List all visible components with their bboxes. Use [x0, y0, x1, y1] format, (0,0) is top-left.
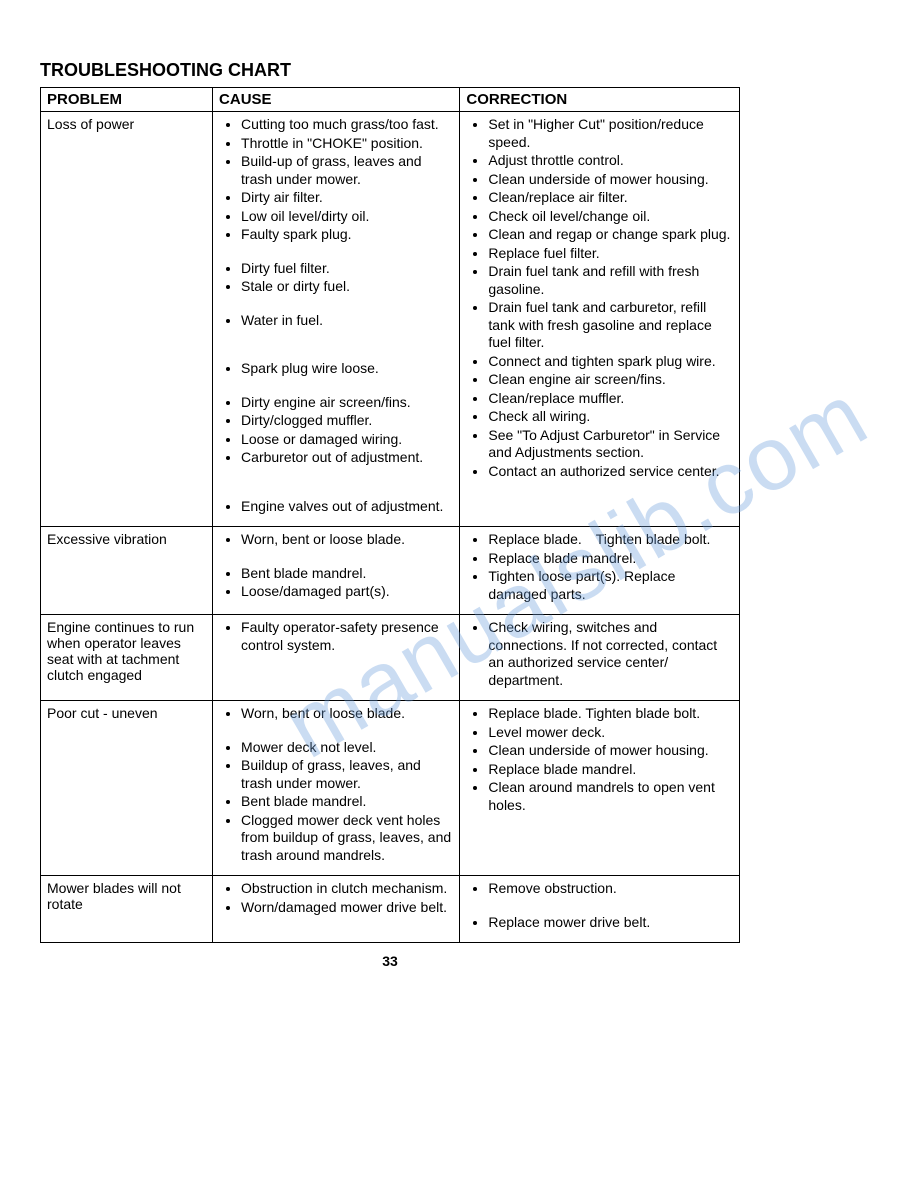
- problem-cell: Loss of power: [41, 112, 213, 527]
- list-item: [241, 468, 453, 482]
- list-item: Level mower deck.: [488, 724, 733, 742]
- list-item: Water in fuel.: [241, 312, 453, 330]
- list-item: Clean engine air screen/fins.: [488, 371, 733, 389]
- table-row: Excessive vibrationWorn, bent or loose b…: [41, 527, 740, 615]
- list-item: Loose or damaged wiring.: [241, 431, 453, 449]
- page-title: TROUBLESHOOTING CHART: [40, 60, 878, 81]
- cause-cell: Faulty operator-safety presence control …: [213, 615, 460, 701]
- header-correction: CORRECTION: [460, 88, 740, 112]
- list-item: [241, 245, 453, 259]
- list-item: Replace blade mandrel.: [488, 550, 733, 568]
- list-item: Replace blade mandrel.: [488, 761, 733, 779]
- list-item: Clean/replace air filter.: [488, 189, 733, 207]
- list-item: Obstruction in clutch mechanism.: [241, 880, 453, 898]
- list-item: Mower deck not level.: [241, 739, 453, 757]
- list-item: Clean around mandrels to open vent holes…: [488, 779, 733, 814]
- list-item: Clogged mower deck vent holes from build…: [241, 812, 453, 865]
- list-item: Engine valves out of adjustment.: [241, 498, 453, 516]
- table-row: Mower blades will not rotateObstruction …: [41, 876, 740, 943]
- list-item: Tighten loose part(s). Replace damaged p…: [488, 568, 733, 603]
- list-item: Dirty/clogged muffler.: [241, 412, 453, 430]
- list-item: [488, 899, 733, 913]
- correction-cell: Check wiring, switches and connections. …: [460, 615, 740, 701]
- list-item: Cutting too much grass/too fast.: [241, 116, 453, 134]
- page-number: 33: [40, 953, 740, 969]
- list-item: [241, 379, 453, 393]
- list-item: Contact an authorized service center.: [488, 463, 733, 481]
- list-item: Check wiring, switches and connections. …: [488, 619, 733, 689]
- troubleshooting-table: PROBLEM CAUSE CORRECTION Loss of powerCu…: [40, 87, 740, 943]
- cause-cell: Worn, bent or loose blade. Mower deck no…: [213, 701, 460, 876]
- list-item: Bent blade mandrel.: [241, 565, 453, 583]
- list-item: Drain fuel tank and carburetor, refill t…: [488, 299, 733, 352]
- list-item: [241, 550, 453, 564]
- list-item: Throttle in "CHOKE" position.: [241, 135, 453, 153]
- table-row: Loss of powerCutting too much grass/too …: [41, 112, 740, 527]
- cause-cell: Obstruction in clutch mechanism.Worn/dam…: [213, 876, 460, 943]
- list-item: [241, 483, 453, 497]
- list-item: Replace blade. Tighten blade bolt.: [488, 531, 733, 549]
- list-item: Dirty fuel filter.: [241, 260, 453, 278]
- list-item: Worn, bent or loose blade.: [241, 705, 453, 723]
- list-item: Spark plug wire loose.: [241, 360, 453, 378]
- list-item: Replace fuel filter.: [488, 245, 733, 263]
- problem-cell: Poor cut - uneven: [41, 701, 213, 876]
- header-cause: CAUSE: [213, 88, 460, 112]
- problem-cell: Excessive vibration: [41, 527, 213, 615]
- list-item: [241, 330, 453, 344]
- list-item: Clean underside of mower housing.: [488, 171, 733, 189]
- cause-cell: Cutting too much grass/too fast.Throttle…: [213, 112, 460, 527]
- list-item: Clean underside of mower housing.: [488, 742, 733, 760]
- list-item: Check oil level/change oil.: [488, 208, 733, 226]
- list-item: Replace blade. Tighten blade bolt.: [488, 705, 733, 723]
- list-item: Clean and regap or change spark plug.: [488, 226, 733, 244]
- problem-cell: Mower blades will not rotate: [41, 876, 213, 943]
- list-item: Clean/replace muffler.: [488, 390, 733, 408]
- cause-cell: Worn, bent or loose blade. Bent blade ma…: [213, 527, 460, 615]
- list-item: Drain fuel tank and refill with fresh ga…: [488, 263, 733, 298]
- correction-cell: Replace blade. Tighten blade bolt.Replac…: [460, 527, 740, 615]
- list-item: Replace mower drive belt.: [488, 914, 733, 932]
- list-item: Adjust throttle control.: [488, 152, 733, 170]
- list-item: Bent blade mandrel.: [241, 793, 453, 811]
- list-item: Remove obstruction.: [488, 880, 733, 898]
- list-item: See "To Adjust Carburetor" in Service an…: [488, 427, 733, 462]
- correction-cell: Remove obstruction. Replace mower drive …: [460, 876, 740, 943]
- table-row: Poor cut - unevenWorn, bent or loose bla…: [41, 701, 740, 876]
- list-item: [241, 345, 453, 359]
- correction-cell: Replace blade. Tighten blade bolt.Level …: [460, 701, 740, 876]
- list-item: Dirty engine air screen/fins.: [241, 394, 453, 412]
- list-item: Connect and tighten spark plug wire.: [488, 353, 733, 371]
- table-header-row: PROBLEM CAUSE CORRECTION: [41, 88, 740, 112]
- correction-cell: Set in "Higher Cut" position/reduce spee…: [460, 112, 740, 527]
- header-problem: PROBLEM: [41, 88, 213, 112]
- list-item: Low oil level/dirty oil.: [241, 208, 453, 226]
- list-item: Carburetor out of adjustment.: [241, 449, 453, 467]
- list-item: Faulty operator-safety presence control …: [241, 619, 453, 654]
- list-item: Loose/damaged part(s).: [241, 583, 453, 601]
- table-row: Engine continues to run when operator le…: [41, 615, 740, 701]
- list-item: Worn, bent or loose blade.: [241, 531, 453, 549]
- problem-cell: Engine continues to run when operator le…: [41, 615, 213, 701]
- list-item: Dirty air filter.: [241, 189, 453, 207]
- list-item: Set in "Higher Cut" position/reduce spee…: [488, 116, 733, 151]
- list-item: Stale or dirty fuel.: [241, 278, 453, 296]
- list-item: Check all wiring.: [488, 408, 733, 426]
- list-item: Buildup of grass, leaves, and trash unde…: [241, 757, 453, 792]
- list-item: [241, 724, 453, 738]
- list-item: [241, 297, 453, 311]
- list-item: Build-up of grass, leaves and trash unde…: [241, 153, 453, 188]
- list-item: Faulty spark plug.: [241, 226, 453, 244]
- list-item: Worn/damaged mower drive belt.: [241, 899, 453, 917]
